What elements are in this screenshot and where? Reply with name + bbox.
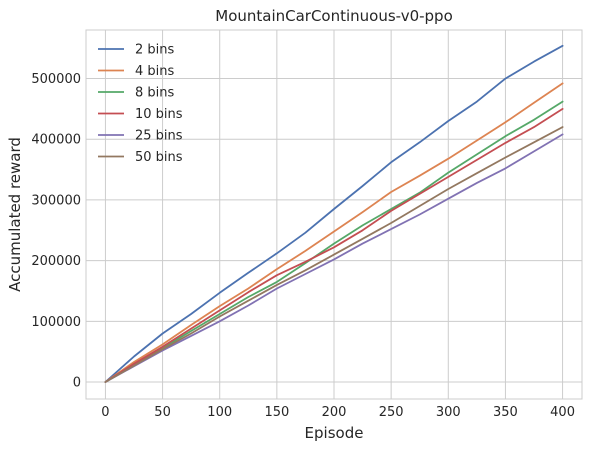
legend-label: 8 bins xyxy=(135,86,175,101)
y-tick-label: 100000 xyxy=(31,315,81,330)
x-axis-ticks: 0 50 100 150 200 250 300 350 400 xyxy=(101,405,575,420)
series-line-1 xyxy=(104,82,564,383)
y-tick-label: 200000 xyxy=(31,254,81,269)
x-tick-label: 50 xyxy=(154,405,171,420)
y-tick-label: 300000 xyxy=(31,193,81,208)
y-tick-label: 400000 xyxy=(31,133,81,148)
series-line-4 xyxy=(104,133,564,383)
series-line-2 xyxy=(104,100,564,383)
series-line-3 xyxy=(104,108,564,383)
y-tick-label: 0 xyxy=(73,376,81,391)
x-tick-label: 350 xyxy=(493,405,518,420)
series-line-0 xyxy=(104,44,564,383)
y-axis-ticks: 0 100000 200000 300000 400000 500000 xyxy=(31,72,81,390)
x-tick-label: 150 xyxy=(264,405,289,420)
series-layer xyxy=(104,44,564,383)
legend-label: 10 bins xyxy=(135,107,183,122)
x-axis-label: Episode xyxy=(305,424,364,442)
x-tick-label: 0 xyxy=(101,405,109,420)
legend-label: 4 bins xyxy=(135,64,175,79)
legend-label: 25 bins xyxy=(135,129,183,144)
x-tick-label: 250 xyxy=(379,405,404,420)
plot-frame xyxy=(85,29,583,400)
x-tick-label: 200 xyxy=(322,405,347,420)
legend-label: 2 bins xyxy=(135,43,175,58)
legend-label: 50 bins xyxy=(135,150,183,165)
chart-title: MountainCarContinuous-v0-ppo xyxy=(215,7,453,25)
x-tick-label: 100 xyxy=(207,405,232,420)
legend: 2 bins 4 bins 8 bins 10 bins 25 bins 50 bins xyxy=(98,43,183,165)
x-tick-label: 400 xyxy=(550,405,575,420)
x-tick-label: 300 xyxy=(436,405,461,420)
y-tick-label: 500000 xyxy=(31,72,81,87)
y-axis-label: Accumulated reward xyxy=(6,137,24,292)
series-line-5 xyxy=(104,126,564,383)
